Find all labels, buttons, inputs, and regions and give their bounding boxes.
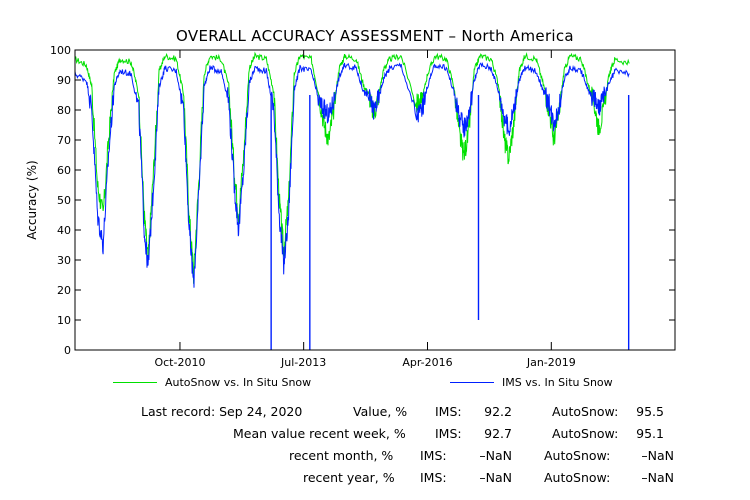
stats-row-week: Mean value recent week, % IMS: 92.7 Auto…	[0, 426, 750, 448]
legend-autosnow-swatch	[113, 382, 157, 383]
last-record-label: Last record: Sep 24, 2020	[141, 404, 303, 419]
ims-label: IMS:	[420, 470, 447, 485]
autosnow-value: 95.5	[636, 404, 664, 419]
stats-row-month: recent month, % IMS: –NaN AutoSnow: –NaN	[0, 448, 750, 470]
ims-value: 92.7	[484, 426, 512, 441]
year-metric-label: recent year, %	[303, 470, 395, 485]
y-tick-label-10: 10	[57, 314, 71, 327]
legend-autosnow-label: AutoSnow vs. In Situ Snow	[165, 376, 312, 389]
series-layer	[74, 51, 630, 350]
x-tick-label-3: Jan-2019	[526, 356, 576, 369]
legend-ims: IMS vs. In Situ Snow	[450, 376, 613, 389]
series-line-0	[74, 51, 630, 284]
autosnow-value: 95.1	[636, 426, 664, 441]
week-metric-label: Mean value recent week, %	[233, 426, 406, 441]
y-tick-label-100: 100	[50, 44, 71, 57]
stats-table: Last record: Sep 24, 2020 Value, % IMS: …	[0, 404, 750, 492]
plot-frame	[74, 49, 676, 351]
y-tick-label-80: 80	[57, 104, 71, 117]
legend-ims-swatch	[450, 382, 494, 383]
chart-title: OVERALL ACCURACY ASSESSMENT – North Amer…	[176, 27, 574, 45]
y-tick-label-50: 50	[57, 194, 71, 207]
autosnow-value: –NaN	[641, 470, 674, 485]
accuracy-chart: 0 10 20 30 40 50 60 70 80 90 100 Oct-2010 Jul-2013 Ap…	[25, 44, 676, 369]
axes-layer: 0 10 20 30 40 50 60 70 80 90 100 Oct-2010 Jul-2013 Ap…	[50, 44, 676, 369]
y-tick-label-0: 0	[64, 344, 71, 357]
x-tick-label-1: Jul-2013	[280, 356, 326, 369]
ims-value: –NaN	[479, 470, 512, 485]
stats-row-last-record: Last record: Sep 24, 2020 Value, % IMS: …	[0, 404, 750, 426]
autosnow-label: AutoSnow:	[552, 404, 619, 419]
ims-label: IMS:	[435, 426, 462, 441]
ims-label: IMS:	[420, 448, 447, 463]
legend-ims-label: IMS vs. In Situ Snow	[502, 376, 613, 389]
autosnow-value: –NaN	[641, 448, 674, 463]
y-tick-label-90: 90	[57, 74, 71, 87]
ims-value: 92.2	[484, 404, 512, 419]
autosnow-label: AutoSnow:	[552, 426, 619, 441]
y-axis-label: Accuracy (%)	[25, 160, 39, 239]
y-tick-label-20: 20	[57, 284, 71, 297]
ims-label: IMS:	[435, 404, 462, 419]
y-tick-label-70: 70	[57, 134, 71, 147]
series-line-1	[74, 62, 630, 288]
y-tick-label-60: 60	[57, 164, 71, 177]
ims-value: –NaN	[479, 448, 512, 463]
stats-row-year: recent year, % IMS: –NaN AutoSnow: –NaN	[0, 470, 750, 492]
value-metric-label: Value, %	[353, 404, 408, 419]
autosnow-label: AutoSnow:	[544, 448, 611, 463]
autosnow-label: AutoSnow:	[544, 470, 611, 485]
month-metric-label: recent month, %	[289, 448, 394, 463]
legend-autosnow: AutoSnow vs. In Situ Snow	[113, 376, 311, 389]
x-tick-label-0: Oct-2010	[154, 356, 205, 369]
x-tick-label-2: Apr-2016	[402, 356, 452, 369]
y-tick-label-40: 40	[57, 224, 71, 237]
y-tick-label-30: 30	[57, 254, 71, 267]
